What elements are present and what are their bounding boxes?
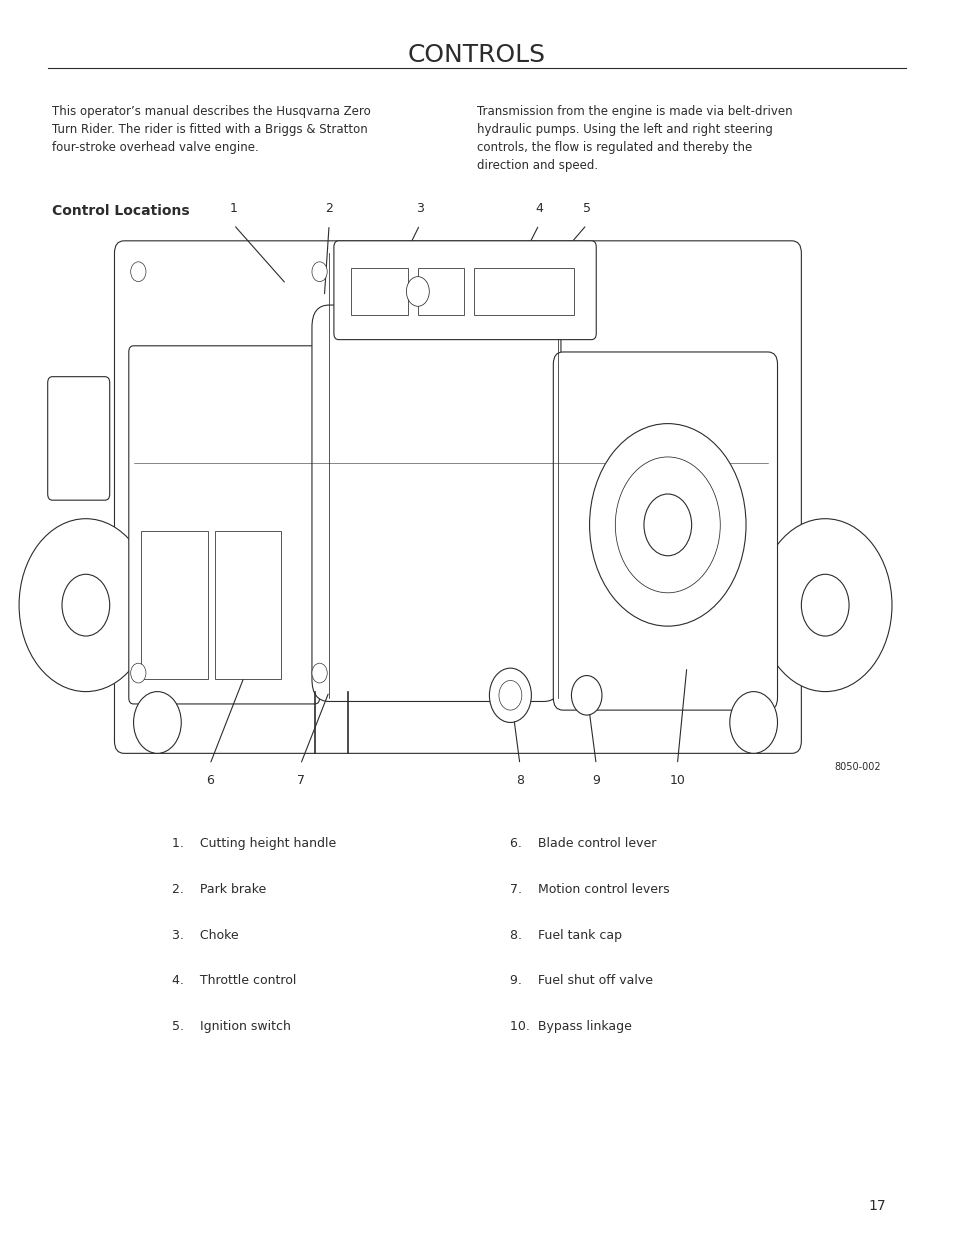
FancyBboxPatch shape [114,241,801,753]
Text: 3.    Choke: 3. Choke [172,929,238,942]
Text: 7: 7 [296,774,304,788]
Text: 10: 10 [669,774,684,788]
Circle shape [312,663,327,683]
Circle shape [62,574,110,636]
Circle shape [589,424,745,626]
Circle shape [133,692,181,753]
Text: 1.    Cutting height handle: 1. Cutting height handle [172,837,335,851]
Circle shape [489,668,531,722]
Bar [417,268,463,315]
Bar [351,268,408,315]
Text: 6.    Blade control lever: 6. Blade control lever [510,837,656,851]
Circle shape [406,277,429,306]
Text: 2: 2 [325,201,333,215]
Text: 8050-002: 8050-002 [834,762,881,772]
FancyBboxPatch shape [334,241,596,340]
Text: Transmission from the engine is made via belt-driven
hydraulic pumps. Using the : Transmission from the engine is made via… [476,105,792,172]
Text: 5: 5 [582,201,590,215]
Text: 4.    Throttle control: 4. Throttle control [172,974,295,988]
Text: 7.    Motion control levers: 7. Motion control levers [510,883,669,897]
Text: 8: 8 [516,774,523,788]
Circle shape [131,262,146,282]
Circle shape [615,457,720,593]
FancyBboxPatch shape [48,377,110,500]
FancyBboxPatch shape [553,352,777,710]
Circle shape [571,676,601,715]
Text: 17: 17 [868,1199,885,1213]
Text: 1: 1 [230,201,237,215]
Circle shape [131,663,146,683]
Text: CONTROLS: CONTROLS [408,43,545,67]
Circle shape [312,262,327,282]
Circle shape [729,692,777,753]
Text: 9: 9 [592,774,599,788]
Text: Control Locations: Control Locations [52,204,190,217]
Text: 6: 6 [206,774,213,788]
Text: This operator’s manual describes the Husqvarna Zero
Turn Rider. The rider is fit: This operator’s manual describes the Hus… [52,105,371,154]
Text: 2.    Park brake: 2. Park brake [172,883,266,897]
Bar [474,268,574,315]
Text: 9.    Fuel shut off valve: 9. Fuel shut off valve [510,974,653,988]
Bar [141,531,208,679]
Text: 4: 4 [535,201,542,215]
Text: 10.  Bypass linkage: 10. Bypass linkage [510,1020,632,1034]
Text: 5.    Ignition switch: 5. Ignition switch [172,1020,291,1034]
Circle shape [801,574,848,636]
Bar [214,531,281,679]
FancyBboxPatch shape [129,346,319,704]
Circle shape [19,519,152,692]
Circle shape [498,680,521,710]
FancyBboxPatch shape [312,305,560,701]
Circle shape [758,519,891,692]
Text: 8.    Fuel tank cap: 8. Fuel tank cap [510,929,621,942]
Text: 3: 3 [416,201,423,215]
Circle shape [643,494,691,556]
